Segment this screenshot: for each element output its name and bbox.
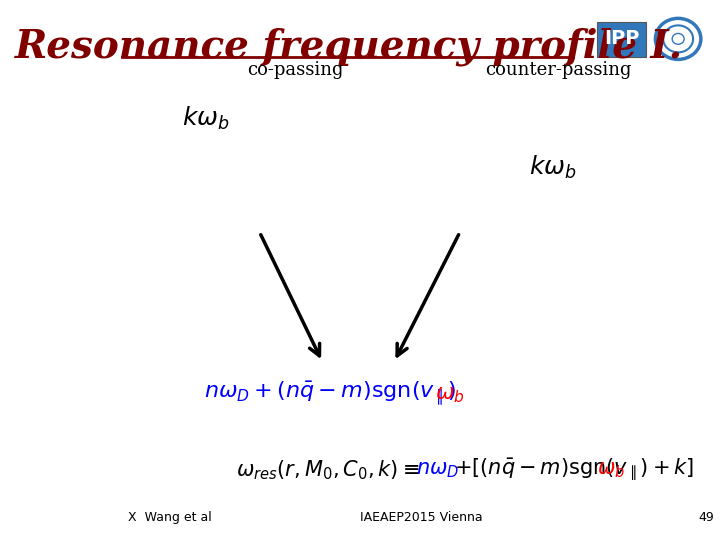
FancyBboxPatch shape: [598, 22, 647, 57]
Text: $\omega_b$: $\omega_b$: [598, 460, 626, 480]
Text: $k\omega_b$: $k\omega_b$: [182, 105, 230, 132]
Text: $+[(n\bar{q}-m)\mathrm{sgn}(v_{\parallel})+k]$: $+[(n\bar{q}-m)\mathrm{sgn}(v_{\parallel…: [454, 457, 695, 483]
Text: IAEAEP2015 Vienna: IAEAEP2015 Vienna: [360, 511, 482, 524]
Text: X  Wang et al: X Wang et al: [128, 511, 212, 524]
Text: $\omega_b$: $\omega_b$: [435, 383, 464, 405]
Text: Resonance frequency profile I.: Resonance frequency profile I.: [15, 27, 683, 65]
Text: $k\omega_b$: $k\omega_b$: [528, 154, 576, 181]
Text: $n\omega_D$: $n\omega_D$: [416, 460, 459, 480]
Text: $\omega_{res}(r,M_0,C_0,k) \equiv$: $\omega_{res}(r,M_0,C_0,k) \equiv$: [235, 458, 419, 482]
Text: IPP: IPP: [604, 29, 639, 49]
Text: counter-passing: counter-passing: [485, 61, 631, 79]
Text: co-passing: co-passing: [247, 61, 343, 79]
Text: $n\omega_D + (n\bar{q}-m)\mathrm{sgn}(v_{\parallel})$: $n\omega_D + (n\bar{q}-m)\mathrm{sgn}(v_…: [204, 380, 456, 408]
Text: 49: 49: [698, 511, 714, 524]
